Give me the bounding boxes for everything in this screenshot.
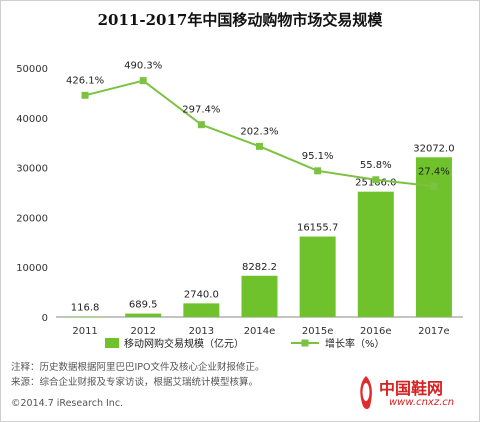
bar-value-label: 689.5: [129, 300, 158, 311]
growth-rate-marker: [256, 142, 263, 150]
growth-rate-label: 95.1%: [302, 151, 334, 162]
bar: [241, 275, 278, 317]
bar: [357, 191, 394, 317]
growth-rate-label: 27.4%: [418, 166, 450, 177]
y-tick-label: 10000: [16, 263, 48, 274]
x-tick-label: 2017e: [418, 326, 450, 337]
legend-line-marker: [301, 339, 309, 347]
site-watermark: 中国鞋网 www.cnxz.cn: [353, 373, 471, 415]
growth-rate-label: 426.1%: [66, 75, 104, 86]
shoe-logo-icon: [360, 376, 372, 409]
growth-rate-label: 490.3%: [124, 61, 162, 72]
x-tick-label: 2016e: [360, 326, 392, 337]
bar: [125, 313, 162, 317]
y-tick-label: 50000: [16, 64, 48, 75]
growth-rate-label: 202.3%: [240, 126, 278, 137]
growth-rate-marker: [81, 91, 89, 99]
bar: [183, 303, 220, 317]
bar: [299, 236, 336, 317]
chart-notes: 注释：历史数据根据阿里巴巴IPO文件及核心企业财报修正。 来源：综合企业财报及专…: [11, 360, 265, 390]
x-tick-label: 2014e: [244, 326, 276, 337]
legend-line-label: 增长率（%）: [325, 337, 385, 350]
bar: [67, 316, 104, 317]
x-tick-label: 2013: [189, 326, 214, 337]
growth-rate-marker: [197, 121, 205, 129]
note-source: 来源：综合企业财报及专家访谈，根据艾瑞统计模型核算。: [11, 377, 259, 388]
note-remark: 注释：历史数据根据阿里巴巴IPO文件及核心企业财报修正。: [11, 362, 265, 373]
bar: [415, 157, 452, 317]
chart-title: 2011-2017年中国移动购物市场交易规模: [97, 11, 383, 29]
x-tick-label: 2012: [130, 326, 155, 337]
copyright-text: ©2014.7 iResearch Inc.: [11, 398, 124, 409]
bar-value-label: 8282.2: [242, 262, 277, 273]
growth-rate-marker: [372, 176, 380, 184]
y-tick-label: 40000: [16, 114, 48, 125]
watermark-name: 中国鞋网: [379, 379, 444, 398]
bar-line-chart: 0 10000 20000 30000 40000 50000 116.8 689.5 2740…: [16, 61, 463, 350]
growth-rate-label: 55.8%: [360, 160, 392, 171]
growth-rate-marker: [314, 167, 322, 175]
y-tick-label: 0: [42, 313, 48, 324]
legend-bar-label: 移动网购交易规模（亿元）: [124, 337, 244, 350]
growth-rate-label: 297.4%: [182, 105, 220, 116]
bar-value-label: 2740.0: [184, 289, 219, 300]
x-tick-label: 2011: [72, 326, 97, 337]
watermark-url: www.cnxz.cn: [389, 397, 455, 408]
legend-bar-swatch: [105, 338, 119, 348]
bar-value-label: 16155.7: [297, 223, 338, 234]
y-tick-label: 20000: [16, 213, 48, 224]
y-tick-label: 30000: [16, 164, 48, 175]
bar-value-label: 116.8: [71, 302, 100, 313]
growth-rate-marker: [139, 77, 147, 85]
bar-value-label: 32072.0: [413, 143, 454, 154]
growth-rate-marker: [430, 182, 438, 190]
x-tick-label: 2015e: [302, 326, 334, 337]
